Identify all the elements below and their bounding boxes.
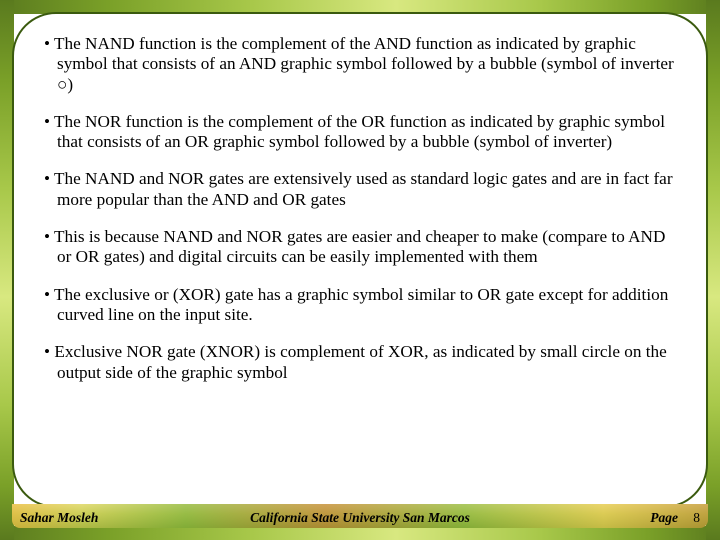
slide: The NAND function is the complement of t… — [0, 0, 720, 540]
bullet-item: The NAND function is the complement of t… — [44, 34, 676, 95]
content-panel: The NAND function is the complement of t… — [12, 12, 708, 508]
frame-bottom — [0, 526, 720, 540]
footer-author: Sahar Mosleh — [20, 510, 98, 526]
footer-page-label: Page — [650, 510, 678, 526]
bullet-item: The NAND and NOR gates are extensively u… — [44, 169, 676, 210]
footer-institution: California State University San Marcos — [250, 510, 470, 526]
bullet-item: The NOR function is the complement of th… — [44, 112, 676, 153]
bullet-item: This is because NAND and NOR gates are e… — [44, 227, 676, 268]
frame-right — [706, 0, 720, 540]
bullet-item: Exclusive NOR gate (XNOR) is complement … — [44, 342, 676, 383]
bullet-item: The exclusive or (XOR) gate has a graphi… — [44, 285, 676, 326]
footer-page-number: 8 — [693, 510, 700, 526]
bullet-list: The NAND function is the complement of t… — [44, 34, 676, 466]
